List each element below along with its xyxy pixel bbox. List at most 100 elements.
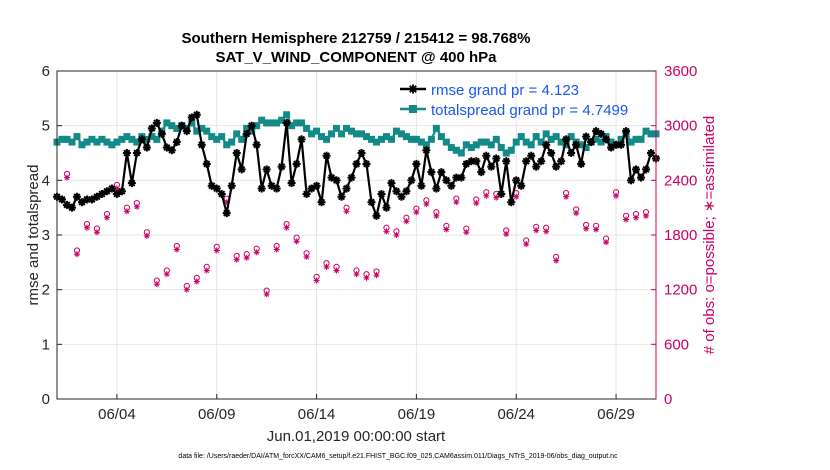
obs-assimilated-point (73, 251, 80, 258)
totalspread-point (417, 138, 425, 146)
rmse-point (247, 121, 256, 130)
rmse-point (632, 165, 641, 174)
obs-assimilated-point (493, 194, 500, 201)
totalspread-point (497, 144, 505, 152)
obs-assimilated-point (623, 216, 630, 223)
obs-assimilated-point (543, 228, 550, 235)
totalspread-point (467, 144, 475, 152)
totalspread-point (173, 124, 181, 132)
x-axis-label: Jun.01,2019 00:00:00 start (267, 428, 446, 445)
rmse-point (392, 187, 401, 196)
totalspread-point (193, 127, 201, 135)
rmse-point (637, 173, 646, 182)
totalspread-point (597, 138, 605, 146)
totalspread-point (223, 141, 231, 149)
x-tick-label: 06/24 (497, 406, 535, 423)
y-tick-label: 0 (42, 391, 50, 408)
rmse-point (587, 138, 596, 147)
rmse-point (337, 192, 346, 201)
totalspread-point (552, 133, 560, 141)
totalspread-point (238, 135, 246, 143)
rmse-point (527, 151, 536, 160)
totalspread-point (357, 130, 365, 138)
totalspread-point (208, 133, 216, 141)
totalspread-point (632, 135, 640, 143)
rmse-point (482, 151, 491, 160)
y2-tick-label: 1200 (664, 282, 697, 299)
legend-rmse-label: rmse grand pr = 4.123 (431, 82, 579, 99)
totalspread-point (502, 149, 510, 157)
totalspread-point (592, 135, 600, 143)
rmse-point (232, 149, 241, 157)
totalspread-point (492, 135, 500, 143)
totalspread-point (318, 133, 326, 141)
rmse-point (347, 173, 356, 182)
rmse-point (487, 162, 496, 171)
rmse-point (512, 176, 521, 185)
obs-assimilated-point (213, 247, 220, 254)
obs-assimilated-point (243, 254, 250, 261)
totalspread-point (58, 135, 66, 143)
rmse-point (147, 124, 156, 133)
totalspread-point (362, 133, 370, 141)
obs-assimilated-point (233, 256, 240, 263)
rmse-point (472, 157, 481, 166)
totalspread-point (517, 133, 525, 141)
obs-assimilated-point (363, 274, 370, 281)
totalspread-point (343, 124, 351, 132)
totalspread-point (328, 130, 336, 138)
totalspread-point (338, 130, 346, 138)
totalspread-point (73, 133, 81, 141)
rmse-point (572, 140, 581, 149)
rmse-point (217, 190, 226, 198)
rmse-point (362, 159, 371, 168)
rmse-point (412, 159, 421, 168)
totalspread-point (353, 130, 360, 138)
legend: rmse grand pr = 4.123 totalspread grand … (400, 82, 628, 119)
totalspread-point (642, 127, 650, 135)
rmse-point (157, 129, 166, 138)
rmse-point (152, 118, 161, 127)
totalspread-point (542, 130, 550, 138)
obs-assimilated-point (123, 208, 130, 215)
obs-assimilated-point (193, 278, 200, 285)
totalspread-point (512, 138, 520, 146)
obs-assimilated-point (423, 201, 430, 208)
totalspread-point (83, 138, 91, 146)
rmse-point (302, 190, 311, 198)
totalspread-point (263, 119, 271, 127)
obs-assimilated-point (163, 271, 170, 278)
rmse-point (177, 121, 186, 130)
footnote: data file: /Users/raeder/DAI/ATM_forcXX/… (178, 453, 618, 460)
rmse-point (192, 110, 201, 119)
y2-tick-label: 0 (664, 391, 672, 408)
obs-assimilated-point (183, 286, 190, 293)
rmse-point (122, 149, 131, 157)
y-tick-label: 4 (42, 172, 50, 189)
rmse-point (282, 118, 291, 127)
rmse-point (582, 132, 591, 141)
totalspread-point (372, 138, 380, 146)
totalspread-point (233, 130, 241, 138)
totalspread-point (412, 135, 420, 143)
obs-assimilated-point (153, 281, 160, 288)
totalspread-point (607, 138, 615, 146)
rmse-point (492, 154, 501, 163)
rmse-point (377, 190, 386, 198)
rmse-point (567, 149, 576, 157)
rmse-point (557, 157, 566, 166)
rmse-point (272, 184, 281, 193)
rmse-point (502, 157, 511, 166)
totalspread-point (457, 149, 465, 157)
obs-assimilated-point (253, 249, 260, 256)
rmse-point (602, 135, 611, 144)
rmse-point (132, 149, 141, 157)
obs-assimilated-point (563, 193, 570, 200)
totalspread-point (407, 135, 415, 143)
rmse-point (547, 149, 556, 157)
totalspread-point (392, 127, 400, 135)
rmse-point (457, 173, 466, 182)
totalspread-point (93, 138, 101, 146)
legend-rmse-marker (408, 84, 418, 94)
totalspread-point (477, 138, 485, 146)
